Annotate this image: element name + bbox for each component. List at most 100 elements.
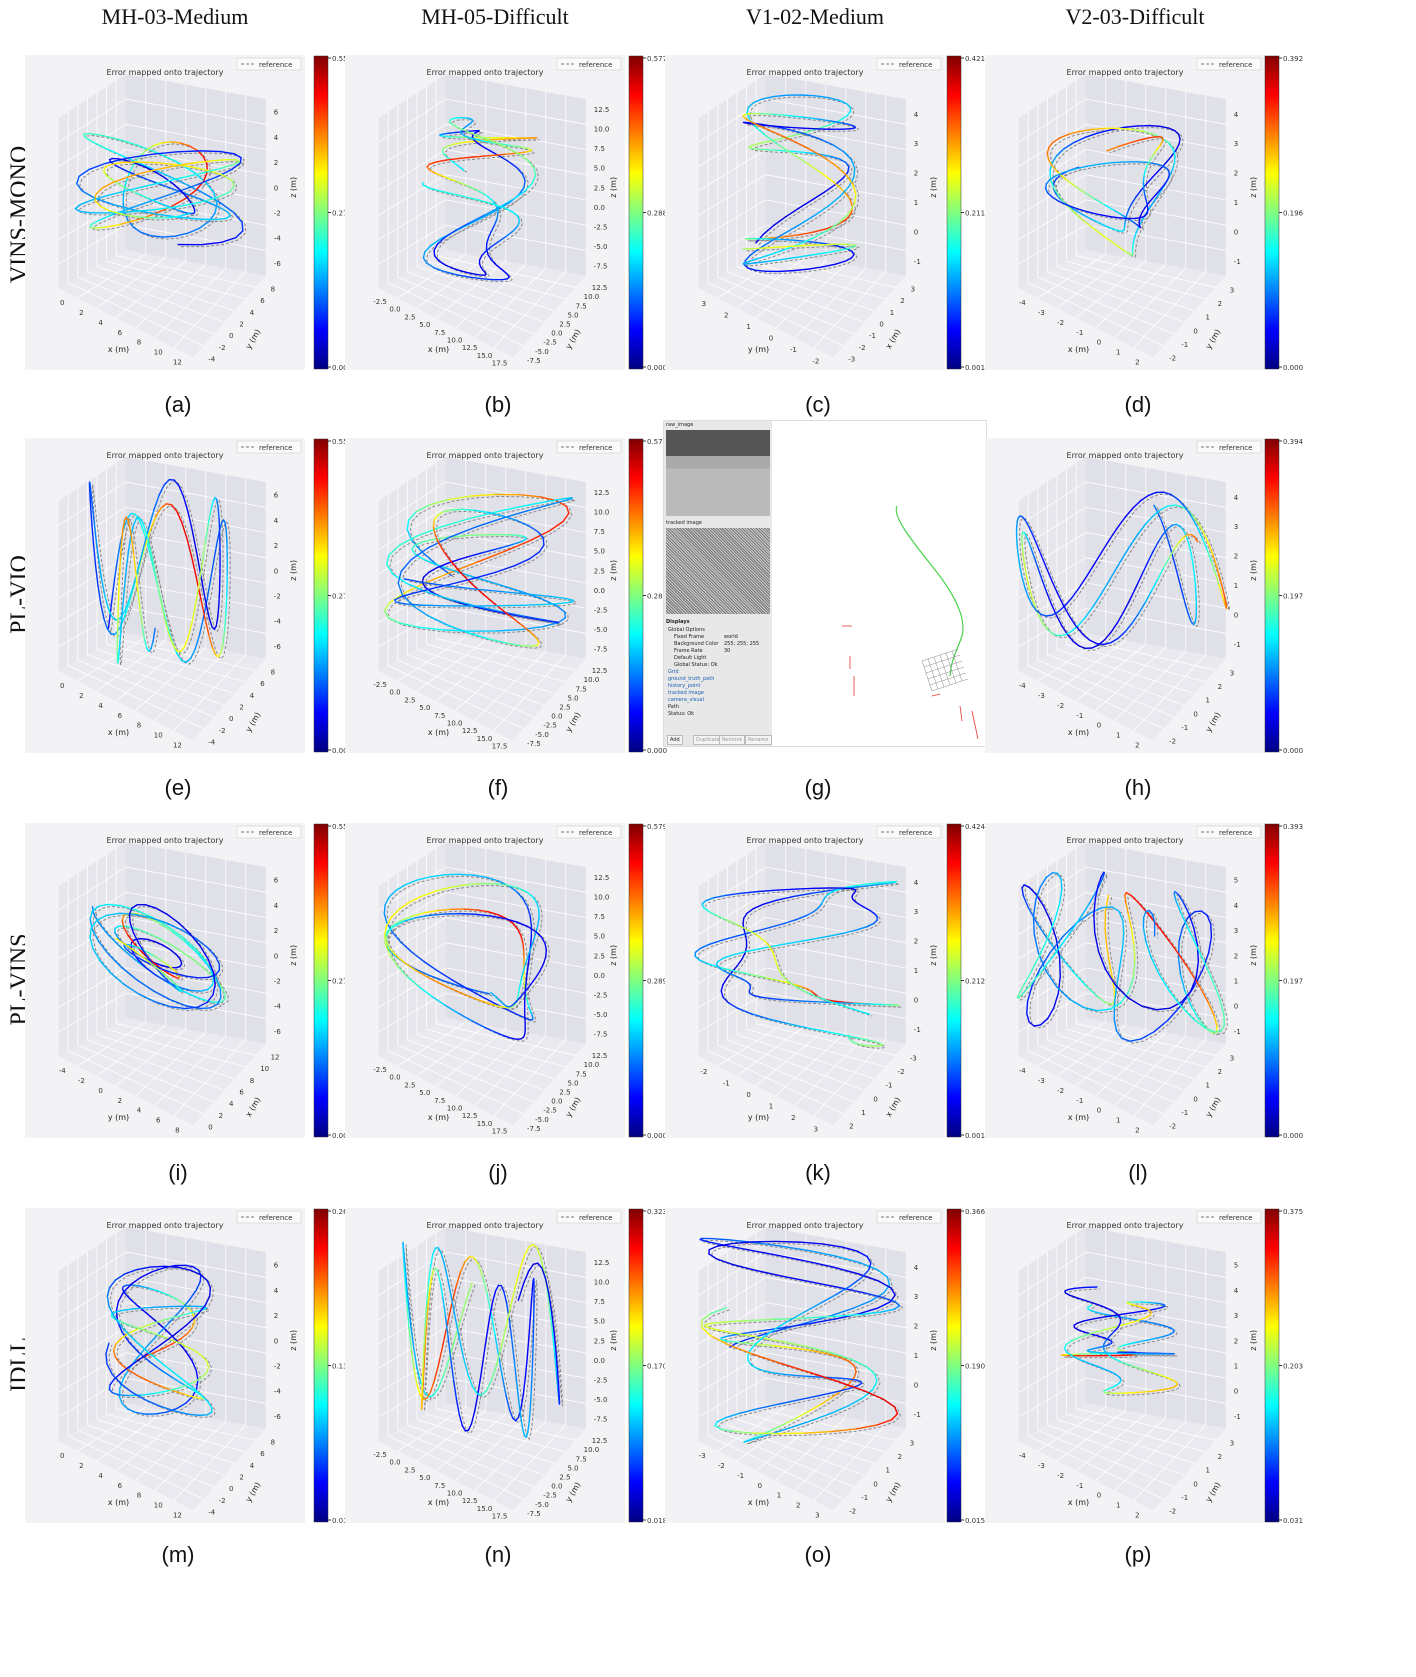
- x-tick-label: 6: [118, 712, 123, 720]
- y-tick-label: -7.5: [527, 1510, 541, 1518]
- trajectory-segment: [384, 905, 385, 913]
- x-tick-label: 5.0: [419, 1089, 430, 1097]
- y-tick-label: 2.5: [559, 1088, 570, 1096]
- x-axis-label: x (m): [108, 728, 129, 737]
- trajectory-segment: [837, 1378, 848, 1379]
- x-tick-label: 2: [796, 1502, 800, 1510]
- z-tick-label: 12.5: [594, 1259, 610, 1267]
- trajectory-segment: [459, 914, 475, 915]
- trajectory-segment: [464, 909, 477, 910]
- trajectory-segment: [766, 150, 778, 151]
- z-tick-label: 3: [1234, 140, 1238, 148]
- plot-title: Error mapped onto trajectory: [427, 836, 544, 845]
- x-tick-label: -4: [1019, 1067, 1027, 1075]
- x-tick-label: 10: [154, 1502, 163, 1510]
- plot-3d: Error mapped onto trajectoryreference-4-…: [985, 55, 1265, 370]
- y-tick-label: -3: [848, 356, 855, 364]
- y-tick-label: 2: [1218, 300, 1222, 308]
- trajectory-segment: [524, 981, 525, 988]
- panel-caption: (g): [778, 775, 858, 801]
- x-tick-label: 2.5: [404, 313, 415, 321]
- x-axis-label: x (m): [1068, 345, 1089, 354]
- trajectory-segment: [119, 643, 120, 655]
- plot-3d: Error mapped onto trajectoryreference-4-…: [985, 1208, 1265, 1523]
- z-tick-label: -1: [1234, 1028, 1241, 1036]
- z-tick-label: -2: [274, 593, 281, 601]
- y-tick-label: 0: [1193, 327, 1197, 335]
- x-tick-label: 2: [79, 309, 83, 317]
- trajectory-segment: [779, 271, 794, 272]
- x-tick-label: -2: [718, 1462, 725, 1470]
- plot-3d: Error mapped onto trajectoryreference-2.…: [345, 438, 625, 753]
- z-tick-label: 2: [914, 170, 918, 178]
- y-tick-label: 0: [1193, 1480, 1197, 1488]
- x-tick-label: -1: [723, 1079, 730, 1087]
- trajectory-segment: [788, 127, 803, 128]
- colorbar-tick-label: 0.375: [1283, 1208, 1303, 1216]
- y-tick-label: 5.0: [567, 1079, 578, 1087]
- x-tick-label: -3: [1038, 309, 1045, 317]
- z-tick-label: 0: [1234, 228, 1238, 236]
- x-tick-label: 2: [1135, 1511, 1139, 1519]
- legend-label: reference: [259, 1214, 292, 1222]
- y-tick-label: 1: [890, 309, 894, 317]
- display-item: Fixed Frame: [674, 634, 704, 640]
- y-tick-label: -2.5: [543, 339, 557, 347]
- trajectory-segment: [1136, 1392, 1148, 1393]
- y-tick-label: 5.0: [567, 694, 578, 702]
- plot-title: Error mapped onto trajectory: [427, 1221, 544, 1230]
- trajectory-segment: [745, 123, 751, 124]
- trajectory-segment: [522, 604, 545, 605]
- plot-title: Error mapped onto trajectory: [107, 451, 224, 460]
- y-tick-label: 8: [271, 668, 275, 676]
- y-tick-label: -5.0: [535, 1116, 549, 1124]
- x-tick-label: 1: [769, 1103, 773, 1111]
- trajectory-segment: [1027, 1001, 1028, 1013]
- trajectory-segment: [853, 1003, 870, 1004]
- x-tick-label: 15.0: [477, 1120, 493, 1128]
- trajectory-segment: [531, 1289, 532, 1302]
- plot-title: Error mapped onto trajectory: [747, 836, 864, 845]
- z-tick-label: 2: [274, 927, 278, 935]
- colorbar-tick-label: 0.001: [965, 1132, 985, 1138]
- x-tick-label: -1: [1076, 1482, 1083, 1490]
- z-tick-label: -7.5: [594, 263, 608, 271]
- x-tick-label: 4: [137, 1107, 142, 1115]
- y-tick-label: 6: [239, 1088, 244, 1096]
- colorbar: 0.3930.1970.000: [1264, 823, 1314, 1138]
- z-tick-label: -1: [914, 1026, 921, 1034]
- z-tick-label: 0: [274, 567, 278, 575]
- trajectory-segment: [765, 247, 778, 248]
- x-tick-label: 10: [154, 349, 163, 357]
- legend-label: reference: [899, 829, 932, 837]
- x-tick-label: 0.0: [389, 1459, 400, 1467]
- y-tick-label: 3: [1230, 1439, 1234, 1447]
- z-tick-label: 7.5: [594, 145, 605, 153]
- x-axis-label: x (m): [428, 1113, 449, 1122]
- rviz-sidebar: raw_imagetracked imageDisplaysGlobal Opt…: [664, 421, 772, 746]
- y-tick-label: 2: [239, 703, 243, 711]
- trajectory-segment: [219, 589, 220, 605]
- trajectory-segment: [177, 151, 201, 152]
- y-tick-label: 2: [849, 1123, 853, 1131]
- rviz-screenshot: raw_imagetracked imageDisplaysGlobal Opt…: [663, 420, 987, 747]
- plot-3d: Error mapped onto trajectoryreference-4-…: [985, 438, 1265, 753]
- y-tick-label: 0: [1193, 1095, 1197, 1103]
- trajectory-segment: [513, 535, 520, 536]
- legend-label: reference: [579, 61, 612, 69]
- z-axis-label: z (m): [289, 1330, 298, 1351]
- trajectory-segment: [119, 578, 120, 598]
- pane: [1086, 457, 1226, 659]
- y-tick-label: 0: [208, 1124, 212, 1132]
- trajectory-segment: [1149, 137, 1155, 138]
- z-tick-label: 5: [1234, 1262, 1238, 1270]
- z-tick-label: 3: [1234, 927, 1238, 935]
- y-tick-label: -2: [219, 727, 226, 735]
- x-tick-label: 8: [175, 1126, 179, 1134]
- trajectory-segment: [521, 646, 532, 647]
- trajectory-segment: [1061, 879, 1062, 889]
- y-tick-label: 8: [271, 285, 275, 293]
- z-tick-label: 1: [914, 199, 918, 207]
- x-tick-label: -1: [1076, 712, 1083, 720]
- z-tick-label: -5.0: [594, 243, 608, 251]
